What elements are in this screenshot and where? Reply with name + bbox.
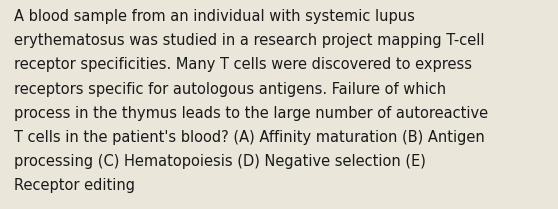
Text: Receptor editing: Receptor editing (14, 178, 135, 193)
Text: A blood sample from an individual with systemic lupus: A blood sample from an individual with s… (14, 9, 415, 24)
Text: processing (C) Hematopoiesis (D) Negative selection (E): processing (C) Hematopoiesis (D) Negativ… (14, 154, 426, 169)
Text: receptors specific for autologous antigens. Failure of which: receptors specific for autologous antige… (14, 82, 446, 97)
Text: T cells in the patient's blood? (A) Affinity maturation (B) Antigen: T cells in the patient's blood? (A) Affi… (14, 130, 485, 145)
Text: erythematosus was studied in a research project mapping T-cell: erythematosus was studied in a research … (14, 33, 484, 48)
Text: receptor specificities. Many T cells were discovered to express: receptor specificities. Many T cells wer… (14, 57, 472, 73)
Text: process in the thymus leads to the large number of autoreactive: process in the thymus leads to the large… (14, 106, 488, 121)
